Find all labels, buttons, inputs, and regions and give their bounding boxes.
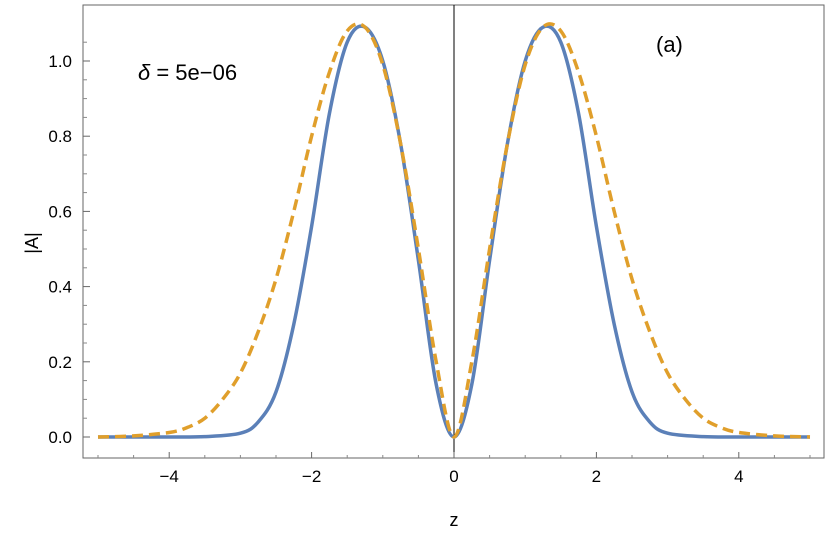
x-tick-label: 2: [592, 467, 601, 486]
series-layer: [97, 22, 811, 439]
y-tick-label: 1.0: [48, 52, 72, 71]
y-tick-label: 0.4: [48, 278, 72, 297]
delta-value: = 5e−06: [150, 60, 237, 85]
x-tick-label: −4: [160, 467, 179, 486]
y-axis-ticks: 0.0 0.2 0.4 0.6 0.8 1.0: [48, 41, 90, 447]
x-axis-ticks: −4 −2 0 2 4: [97, 452, 811, 486]
x-axis-title: z: [450, 510, 459, 530]
y-axis-title: |A|: [22, 232, 42, 253]
y-tick-label: 0.8: [48, 127, 72, 146]
x-tick-label: 4: [734, 467, 743, 486]
x-tick-label: −2: [302, 467, 321, 486]
delta-annotation: δ = 5e−06: [138, 60, 237, 85]
dashed-series-line: [97, 22, 811, 439]
y-tick-label: 0.2: [48, 353, 72, 372]
delta-symbol: δ: [138, 60, 151, 85]
x-tick-label: 0: [449, 467, 458, 486]
y-tick-label: 0.6: [48, 202, 72, 221]
panel-label: (a): [656, 32, 683, 57]
y-tick-label: 0.0: [48, 428, 72, 447]
